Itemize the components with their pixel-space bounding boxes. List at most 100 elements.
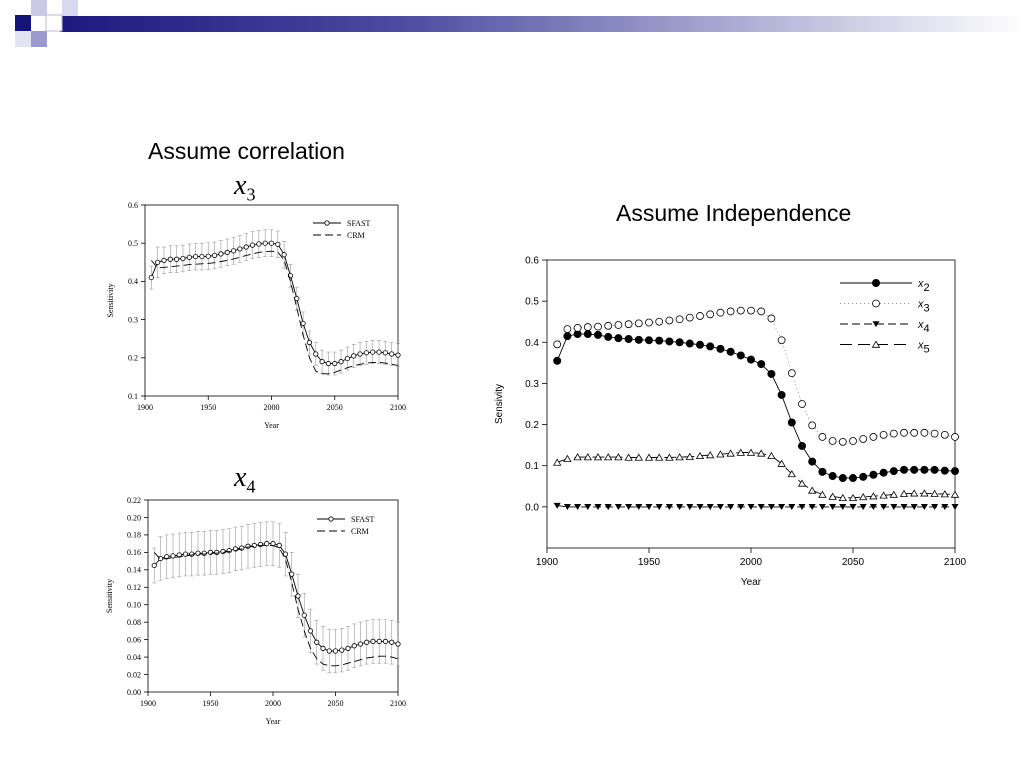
data-point (716, 344, 725, 353)
x-tick-label: 1900 (140, 699, 156, 708)
data-point (879, 468, 888, 477)
data-point (563, 454, 572, 462)
data-point (859, 504, 867, 511)
data-point (594, 322, 602, 331)
data-point (364, 639, 370, 645)
data-point (910, 428, 919, 437)
data-point (798, 504, 806, 511)
data-point (910, 465, 919, 474)
data-point (696, 340, 704, 349)
data-point (869, 492, 878, 500)
series-line (150, 250, 399, 375)
y-axis-label: Sensitivity (106, 283, 115, 317)
data-point (757, 449, 766, 457)
series-x3 (553, 306, 959, 446)
data-point (604, 453, 613, 461)
data-point (808, 457, 817, 466)
y-tick-label: 0.22 (127, 496, 141, 505)
y-tick-label: 0.10 (127, 601, 141, 610)
data-point (889, 467, 898, 476)
data-point (767, 504, 775, 511)
y-tick-label: 0.06 (127, 635, 141, 644)
y-tick-label: 0.20 (127, 513, 141, 522)
data-point (869, 433, 878, 441)
x-tick-label: 2050 (327, 403, 343, 412)
data-point (920, 428, 929, 437)
y-tick-label: 0.12 (127, 583, 141, 592)
data-point (195, 550, 201, 556)
x-tick-label: 2050 (328, 699, 344, 708)
data-point (148, 274, 154, 281)
data-point (376, 349, 382, 355)
data-point (910, 504, 918, 511)
chart-independence: 1900 1950 2000 2050 2100 0.0 0.1 0.2 0.3 0.4 0.5 0.… (494, 256, 967, 589)
data-point (950, 490, 960, 498)
x-tick-label: 2000 (740, 557, 763, 568)
data-point (951, 467, 959, 476)
legend-marker (872, 321, 880, 328)
data-point (676, 504, 684, 511)
data-point (859, 472, 868, 481)
data-point (295, 593, 301, 599)
data-point (224, 249, 230, 255)
data-point (849, 437, 857, 445)
data-point (155, 259, 161, 265)
data-point (193, 253, 199, 260)
data-point (326, 648, 332, 654)
data-point (655, 317, 664, 326)
data-point (357, 641, 364, 647)
data-point (655, 504, 663, 511)
data-point (818, 467, 827, 476)
data-point (553, 340, 562, 349)
data-point (736, 306, 745, 315)
data-point (167, 256, 173, 262)
data-point (593, 453, 603, 461)
data-point (300, 320, 306, 327)
series-x5 (553, 448, 960, 502)
x-tick-label: 1950 (638, 557, 661, 568)
data-point (930, 429, 939, 438)
data-point (655, 336, 664, 345)
data-point (230, 248, 237, 254)
data-point (675, 338, 684, 347)
legend-label: SFAST (347, 219, 371, 228)
data-point (614, 334, 623, 343)
data-point (716, 308, 725, 317)
data-point (706, 342, 715, 351)
y-tick-label: 0.18 (127, 531, 141, 540)
data-point (339, 647, 345, 653)
y-tick-label: 0.4 (525, 338, 539, 349)
x-axis-label: Year (264, 421, 279, 430)
data-point (890, 504, 898, 511)
data-point (268, 240, 275, 246)
data-point (584, 504, 592, 511)
data-point (940, 430, 949, 439)
data-point (777, 390, 786, 399)
data-point (798, 441, 806, 450)
data-point (604, 321, 613, 330)
y-tick-label: 0.1 (128, 392, 138, 401)
data-point (706, 504, 714, 511)
data-point (237, 246, 243, 252)
data-point (930, 489, 939, 497)
series-x4 (553, 502, 959, 511)
data-point (264, 541, 270, 547)
data-point (151, 562, 157, 569)
data-point (376, 638, 382, 644)
data-point (645, 504, 653, 511)
data-point (777, 336, 786, 345)
banner-square (31, 31, 47, 47)
data-point (777, 459, 786, 467)
data-point (788, 504, 796, 511)
x-tick-label: 2050 (842, 557, 865, 568)
data-point (675, 453, 684, 461)
data-point (940, 466, 949, 475)
banner-square (62, 0, 78, 16)
data-point (276, 542, 282, 548)
data-point (787, 418, 796, 427)
data-point (553, 458, 562, 466)
data-point (930, 465, 939, 474)
data-point (345, 645, 351, 651)
data-point (357, 351, 363, 357)
legend-label: x4 (917, 319, 930, 335)
